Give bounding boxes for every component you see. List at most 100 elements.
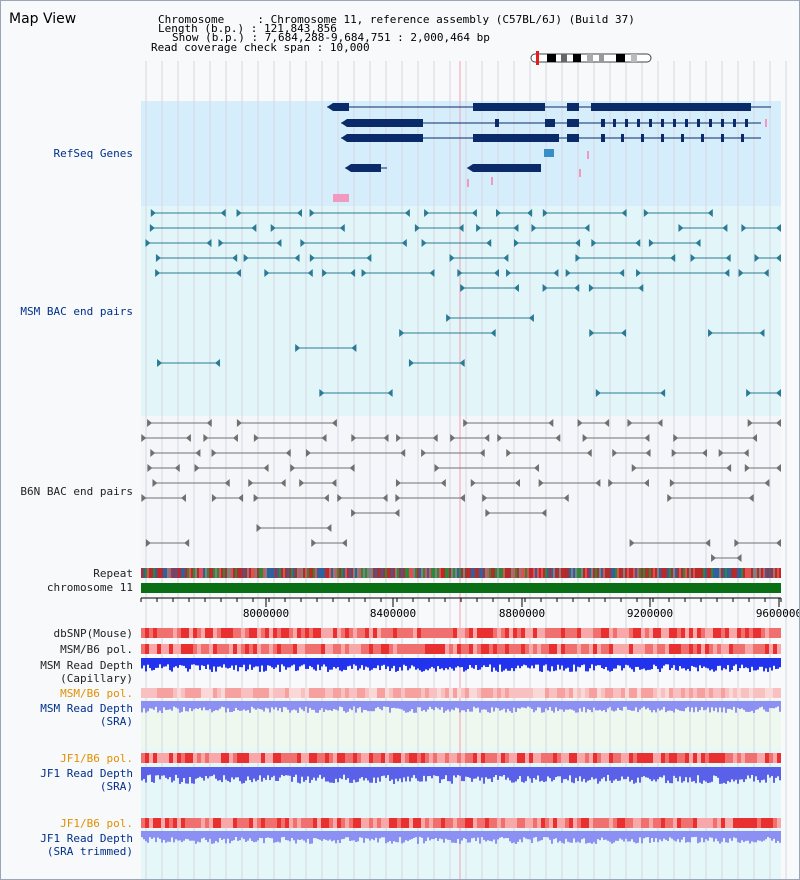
heat-cell <box>737 628 741 638</box>
depth-bar <box>403 658 405 665</box>
repeat-segment <box>695 568 697 578</box>
heat-cell <box>417 628 421 638</box>
depth-bar <box>619 831 621 839</box>
bac-end <box>629 539 635 547</box>
depth-bar <box>149 831 151 838</box>
track-label-chromosome[interactable]: chromosome 11 <box>46 581 133 594</box>
depth-bar <box>485 831 487 842</box>
heat-cell <box>241 644 245 654</box>
heat-cell <box>729 818 733 828</box>
depth-bar <box>255 767 257 782</box>
heat-cell <box>293 628 297 638</box>
heat-cell <box>389 644 393 654</box>
depth-bar <box>737 701 739 708</box>
track-label-msm-depth-sra[interactable]: MSM Read Depth <box>40 702 133 715</box>
depth-bar <box>361 831 363 838</box>
depth-bar <box>681 831 683 840</box>
heat-cell <box>209 818 213 828</box>
depth-bar <box>191 701 193 712</box>
repeat-segment <box>207 568 209 578</box>
depth-bar <box>295 831 297 844</box>
depth-bar <box>237 831 239 841</box>
depth-bar <box>209 767 211 777</box>
track-label-jf1-trim[interactable]: JF1 Read Depth <box>40 832 133 845</box>
depth-bar <box>557 658 559 665</box>
track-label-b6n-bac[interactable]: B6N BAC end pairs <box>20 485 133 498</box>
depth-bar <box>257 701 259 709</box>
heat-cell <box>225 753 229 763</box>
heat-cell <box>609 818 613 828</box>
depth-bar <box>295 658 297 672</box>
depth-bar <box>773 658 775 666</box>
info-key: Read coverage check span <box>151 41 310 54</box>
heat-cell <box>401 628 405 638</box>
repeat-segment <box>321 568 323 578</box>
depth-bar <box>653 831 655 842</box>
depth-bar <box>441 831 443 840</box>
depth-bar <box>177 658 179 668</box>
depth-bar <box>395 701 397 709</box>
bac-end <box>722 224 728 232</box>
depth-bar <box>565 831 567 839</box>
heat-cell <box>389 818 393 828</box>
heat-cell <box>377 644 381 654</box>
track-label-msm-bac[interactable]: MSM BAC end pairs <box>20 305 133 318</box>
repeat-segment <box>295 568 297 578</box>
depth-bar <box>427 767 429 777</box>
depth-bar <box>727 701 729 709</box>
bac-end <box>577 419 583 427</box>
depth-bar <box>753 701 755 713</box>
depth-bar <box>525 767 527 782</box>
bac-end <box>339 224 345 232</box>
depth-bar <box>465 767 467 777</box>
depth-bar <box>311 658 313 668</box>
bac-end <box>643 479 649 487</box>
heat-cell <box>593 818 597 828</box>
heat-cell <box>193 628 197 638</box>
depth-bar <box>727 767 729 782</box>
track-label-refseq[interactable]: RefSeq Genes <box>53 147 133 160</box>
heat-cell <box>705 688 709 698</box>
track-label-jf1-depth[interactable]: JF1 Read Depth <box>40 767 133 780</box>
repeat-segment <box>435 568 437 578</box>
depth-bar <box>349 831 351 841</box>
track-label-jf1-pol[interactable]: JF1/B6 pol. <box>60 752 133 765</box>
depth-bar <box>341 831 343 840</box>
track-label-msm-depth-cap[interactable]: MSM Read Depth <box>40 659 133 672</box>
heat-cell <box>337 628 341 638</box>
track-label-msm-b6-pol[interactable]: MSM/B6 pol. <box>60 643 133 656</box>
depth-bar <box>653 701 655 711</box>
depth-bar <box>303 831 305 841</box>
depth-bar <box>355 658 357 666</box>
track-label-jf1-pol2[interactable]: JF1/B6 pol. <box>60 817 133 830</box>
heat-cell <box>421 818 425 828</box>
bac-end <box>631 464 637 472</box>
info-value: Chromosome 11, reference assembly (C57BL… <box>270 13 635 26</box>
bac-end <box>575 254 581 262</box>
depth-bar <box>325 701 327 710</box>
heat-cell <box>349 818 353 828</box>
heat-cell <box>385 753 389 763</box>
heat-cell <box>741 628 745 638</box>
heat-cell <box>665 688 669 698</box>
depth-bar <box>565 701 567 710</box>
track-label-dbsnp[interactable]: dbSNP(Mouse) <box>53 627 133 640</box>
depth-bar <box>547 767 549 777</box>
track-label-repeat[interactable]: Repeat <box>93 567 133 580</box>
depth-bar <box>493 658 495 668</box>
depth-bar <box>229 658 231 668</box>
heat-cell <box>557 644 561 654</box>
heat-cell <box>329 628 333 638</box>
repeat-segment <box>691 568 693 578</box>
depth-bar <box>419 701 421 708</box>
depth-bar <box>691 831 693 838</box>
track-label-msm-b6-pol2[interactable]: MSM/B6 pol. <box>60 687 133 700</box>
gene-strand-arrow <box>341 119 347 127</box>
heat-cell <box>189 644 193 654</box>
depth-bar <box>767 831 769 838</box>
repeat-segment <box>251 568 253 578</box>
depth-bar <box>433 767 435 776</box>
depth-bar <box>299 831 301 841</box>
heat-cell <box>417 753 421 763</box>
